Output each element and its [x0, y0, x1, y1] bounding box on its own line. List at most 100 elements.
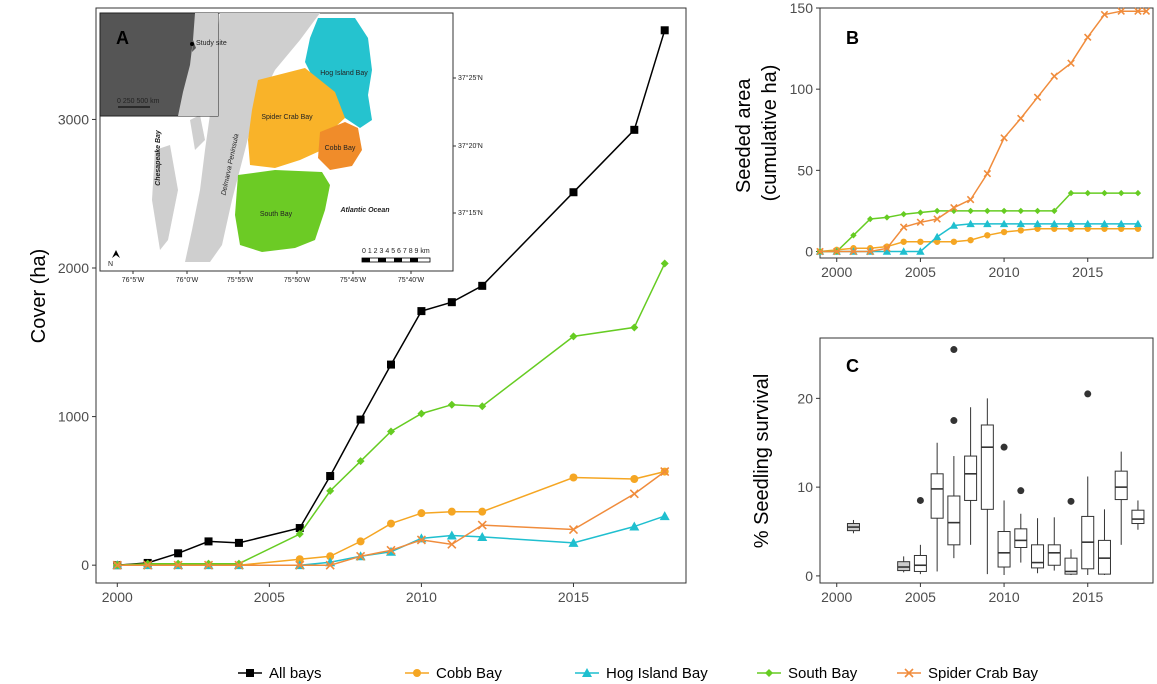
c-xtick-label: 2005 — [905, 589, 936, 605]
panel-b-tag: B — [846, 28, 859, 48]
b-series-hog-island-bay-point — [983, 219, 992, 228]
panel-a-ylabel: Cover (ha) — [28, 249, 50, 343]
a-series-all-bays-point — [569, 188, 578, 197]
b-series-spider-crab-bay-point — [1067, 59, 1075, 67]
b-series-cobb-bay-point — [1051, 225, 1058, 232]
b-series-hog-island-bay-point — [882, 247, 892, 255]
b-series-spider-crab-bay-point — [1142, 7, 1151, 16]
b-series-hog-island-bay-point — [949, 221, 959, 229]
a-series-spider-crab-bay-point — [295, 560, 305, 570]
b-series-spider-crab-bay-point — [1134, 7, 1142, 16]
a-series-cobb-bay-point — [630, 474, 639, 483]
b-series-cobb-bay-point — [1017, 227, 1025, 234]
b-series-spider-crab-bay-point — [1083, 33, 1092, 41]
legend-swatch-marker-south-bay — [765, 669, 773, 677]
c-box-body — [930, 473, 944, 519]
c-box-outlier — [1000, 443, 1008, 451]
b-series-cobb-bay-point — [950, 238, 958, 245]
b-series-cobb-bay-point — [1067, 225, 1075, 232]
a-ytick-label: 1000 — [58, 409, 89, 425]
map-label-south: South Bay — [260, 211, 293, 218]
map-scale-bar — [361, 257, 431, 263]
b-series-south-bay-point — [883, 214, 891, 221]
panel-b-ylabel: Seeded area (cumulative ha) — [733, 65, 781, 202]
a-xtick-label: 2015 — [558, 589, 589, 605]
c-box-body — [1064, 557, 1078, 575]
c-xtick-label: 2015 — [1072, 589, 1103, 605]
map-hog-island-bay — [305, 18, 372, 128]
b-series-hog-island-bay-point — [1100, 219, 1109, 228]
a-series-hog-island-bay-point — [477, 531, 488, 541]
legend-label-south-bay: South Bay — [788, 665, 858, 682]
legend-label-all-bays: All bays — [269, 665, 322, 682]
b-series-south-bay-point — [1017, 207, 1025, 215]
panel-c-frame — [819, 337, 1154, 584]
a-series-south-bay-point — [326, 486, 335, 495]
b-series-hog-island-bay-point — [1083, 219, 1092, 228]
panel-a-axes: 2000 2005 2010 2015 0 1000 2000 3000 — [58, 111, 589, 605]
panel-b-axes: 2000 2005 2010 2015 0 50 100 150 — [790, 0, 1104, 280]
panel-b-series — [815, 7, 1151, 256]
b-ytick-label: 100 — [790, 81, 814, 97]
a-series-spider-crab-bay-point — [234, 560, 244, 570]
inset-scale-label: 0 250 500 km — [117, 98, 160, 105]
a-series-all-bays-point — [417, 307, 426, 316]
a-series-hog-island-bay-point — [629, 521, 640, 531]
c-box-body — [897, 561, 911, 572]
b-series-cobb-bay-point — [1000, 228, 1008, 236]
a-series-spider-crab-bay-point — [416, 535, 426, 545]
c-box-body — [1047, 544, 1061, 566]
b-series-spider-crab-bay-point — [1100, 10, 1109, 19]
b-series-spider-crab-bay-point — [883, 244, 891, 253]
map-lon-tick-label: 76°5'W — [122, 276, 145, 284]
map-cobb-bay — [318, 122, 362, 170]
a-series-south-bay-point — [387, 427, 395, 436]
b-series-south-bay-point — [1084, 189, 1091, 197]
a-series-south-bay-point — [569, 332, 578, 341]
b-series-hog-island-bay-point — [1033, 219, 1042, 228]
a-series-all-bays-point — [387, 360, 395, 369]
legend-swatch-marker-cobb-bay — [413, 669, 421, 677]
b-series-cobb-bay-point — [1118, 225, 1125, 232]
map-label-spider: Spider Crab Bay — [261, 114, 313, 121]
b-series-hog-island-bay-point — [1133, 219, 1143, 228]
c-box-body — [980, 424, 994, 510]
b-xtick-label: 2000 — [821, 264, 852, 280]
b-series-spider-crab-bay-point — [866, 247, 874, 256]
c-ytick-label: 20 — [797, 390, 813, 406]
b-series-south-bay-point — [933, 207, 941, 215]
b-series-hog-island-bay-point — [899, 247, 908, 255]
b-series-cobb-bay-point — [967, 236, 974, 244]
c-box-body — [997, 531, 1011, 568]
c-box-body — [964, 455, 978, 501]
a-series-south-bay-point — [478, 402, 487, 411]
b-ytick-label: 150 — [790, 0, 814, 16]
b-series-south-bay-point — [867, 215, 874, 223]
b-series-spider-crab-bay-point — [966, 195, 975, 204]
c-box-outlier — [916, 496, 924, 504]
b-series-south-bay-point — [1118, 189, 1125, 197]
b-ytick-label: 0 — [805, 244, 813, 260]
b-series-south-bay-point — [1051, 207, 1058, 215]
b-xtick-label: 2015 — [1072, 264, 1103, 280]
map-lat-tick-label: 37°15'N — [458, 209, 483, 217]
a-series-south-bay-point — [630, 323, 639, 332]
b-series-cobb-bay-point — [900, 238, 907, 245]
a-series-spider-crab-bay-point — [568, 524, 579, 535]
c-box-outlier — [950, 346, 958, 354]
b-series-south-bay-point — [917, 209, 924, 216]
map-inset: Study site 0 250 500 km A Hog Island Bay… — [99, 12, 483, 284]
c-box-outlier — [1017, 487, 1025, 495]
map-lat-tick-label: 37°25'N — [458, 74, 483, 82]
b-series-south-bay-point — [1000, 207, 1008, 215]
a-series-all-bays-point — [204, 537, 213, 546]
c-box-body — [1131, 509, 1145, 525]
b-series-south-bay-point — [850, 232, 857, 239]
b-series-spider-crab-bay-point — [950, 203, 958, 212]
map-label-chesapeake: Chesapeake Bay — [155, 129, 162, 186]
c-xtick-label: 2000 — [821, 589, 852, 605]
b-series-spider-crab-bay-point — [899, 223, 908, 231]
panel-a: Cover (ha) 2000 2005 2010 2015 0 1000 2000 3000… — [28, 7, 687, 605]
c-box-body — [947, 495, 961, 546]
legend-label-spider-crab-bay: Spider Crab Bay — [928, 665, 1039, 682]
